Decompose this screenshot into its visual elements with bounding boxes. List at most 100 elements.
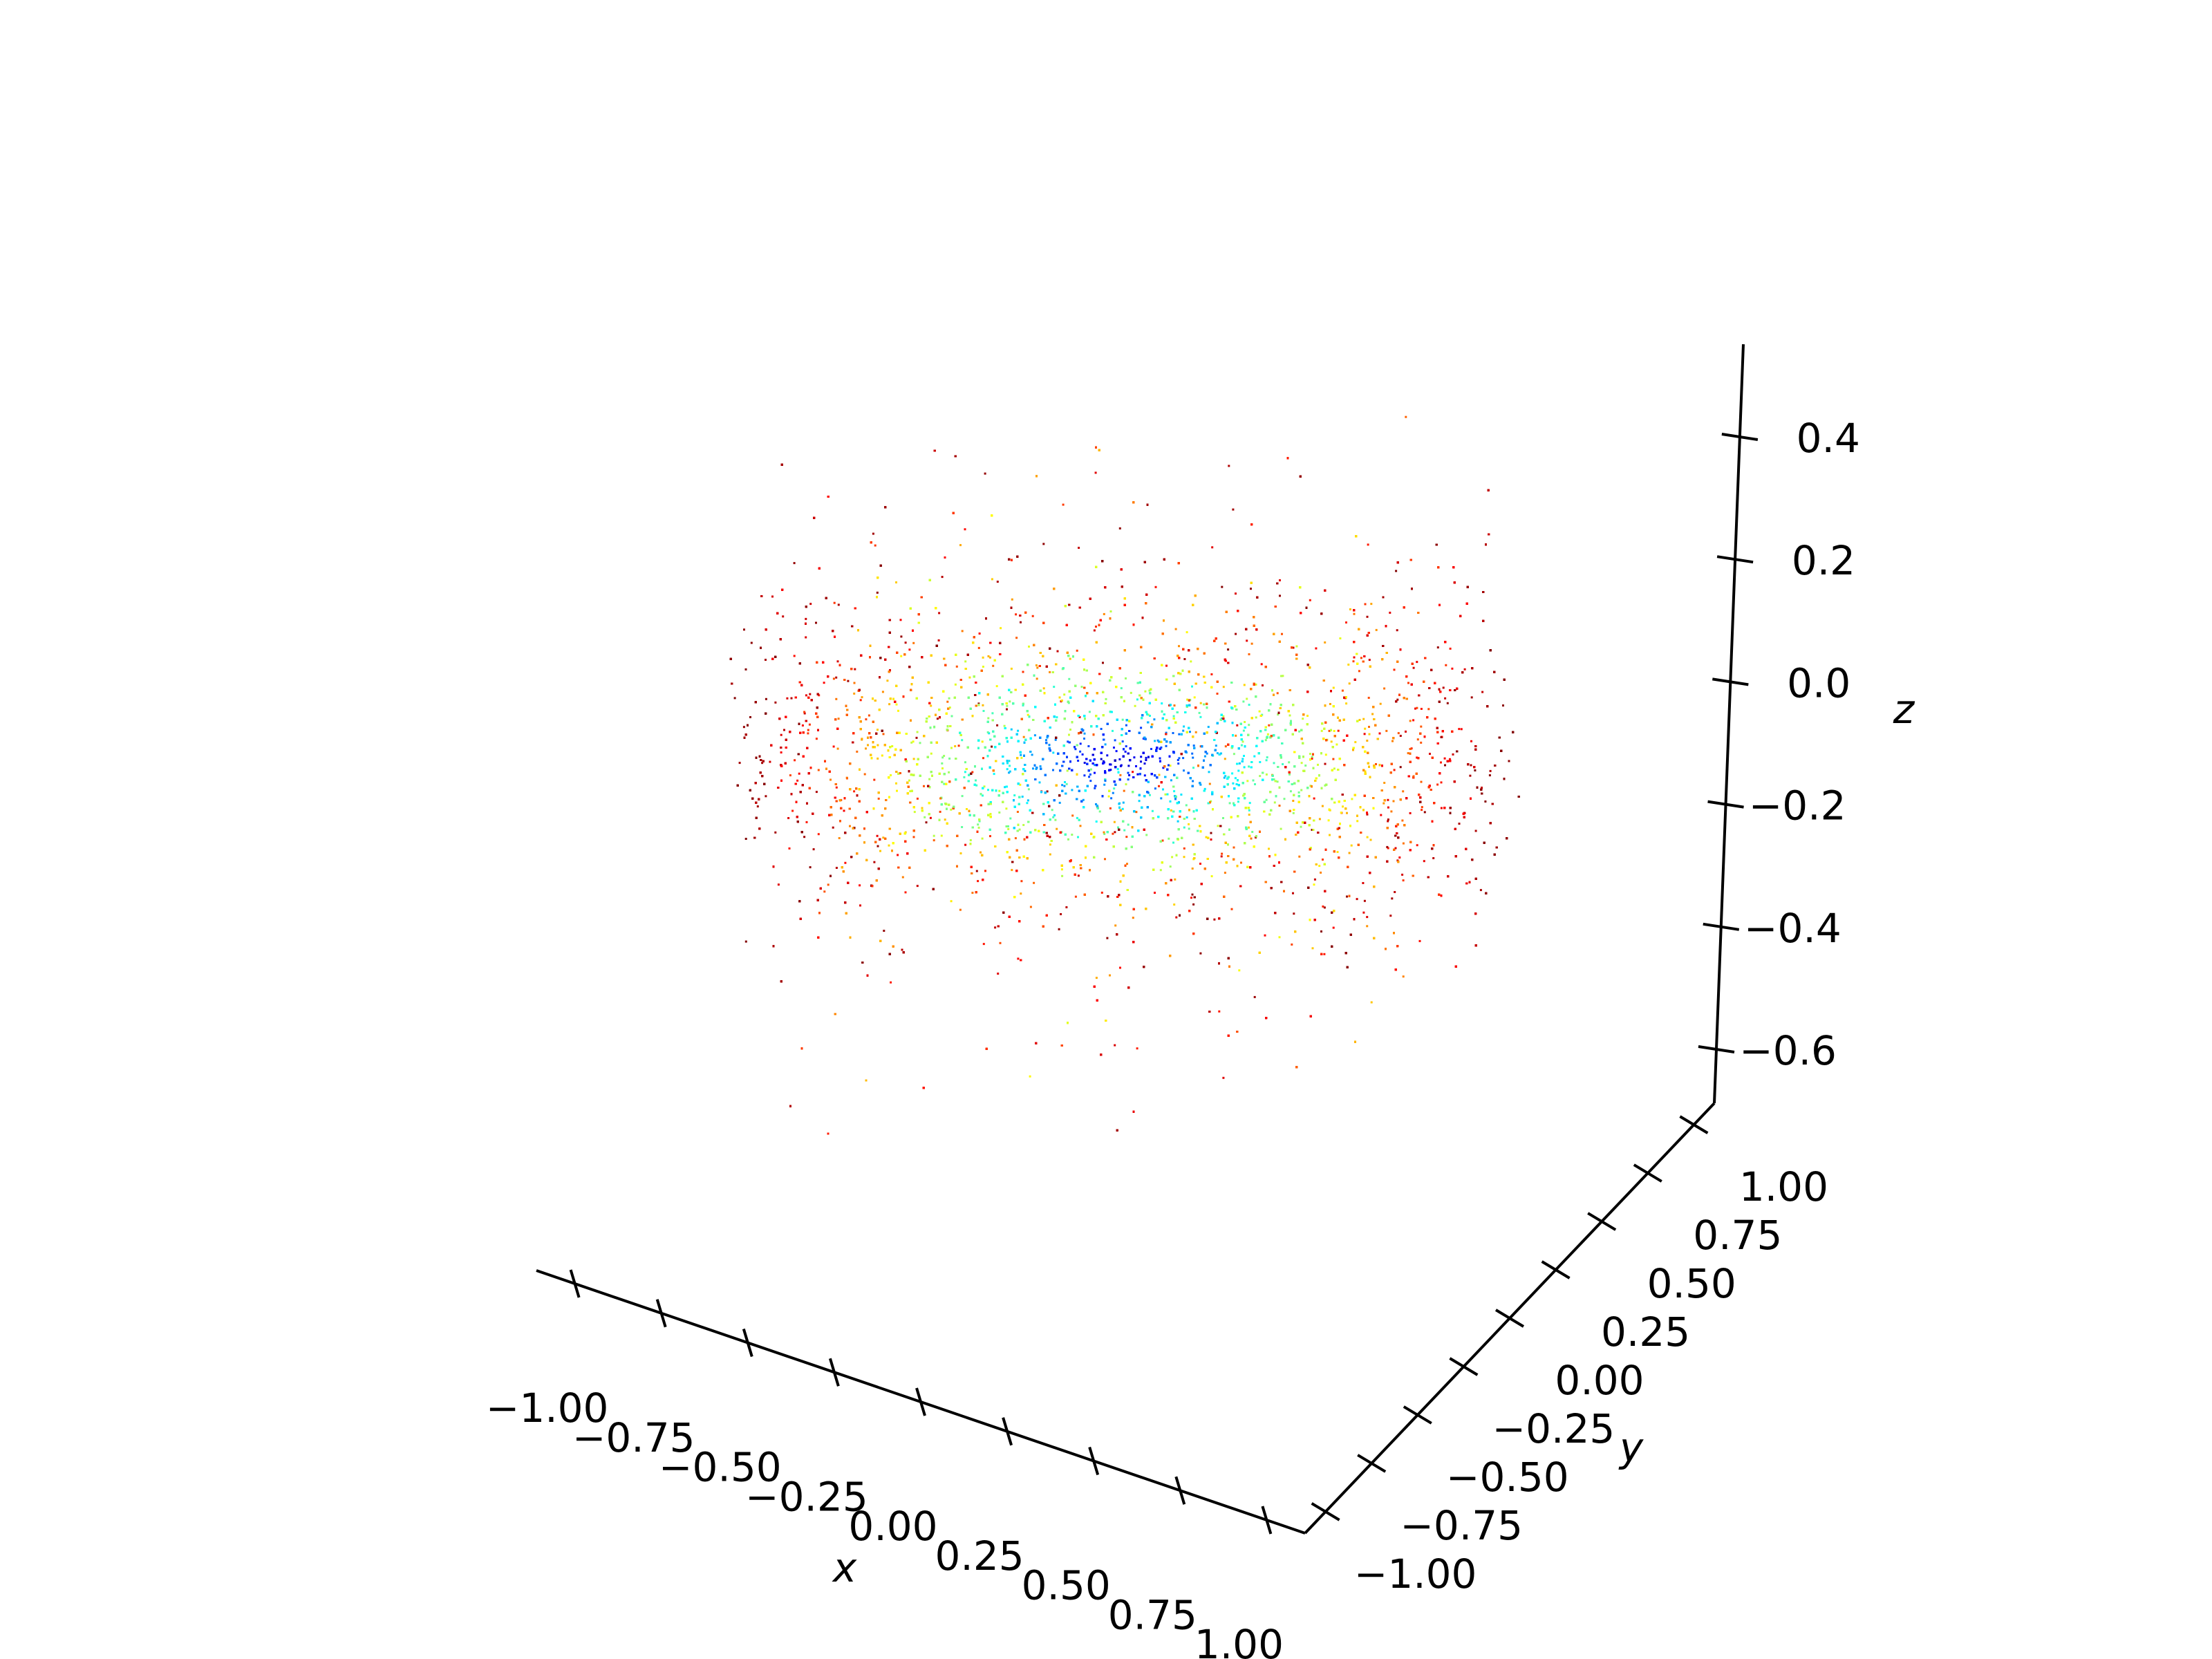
data-point xyxy=(1068,733,1070,736)
data-point xyxy=(1213,918,1216,921)
data-point xyxy=(1076,649,1078,652)
data-point xyxy=(1248,802,1251,805)
data-point xyxy=(832,677,835,680)
data-point xyxy=(877,757,879,760)
data-point xyxy=(913,811,916,814)
data-point xyxy=(964,528,966,531)
data-point xyxy=(1322,859,1324,861)
data-point xyxy=(1173,790,1176,793)
data-point xyxy=(1265,773,1268,776)
data-point xyxy=(964,771,966,774)
data-point xyxy=(1436,783,1439,786)
data-point xyxy=(1479,889,1482,892)
data-point xyxy=(1098,810,1101,813)
data-point xyxy=(1018,828,1021,831)
data-point xyxy=(1083,774,1086,777)
data-point xyxy=(1320,871,1322,874)
data-point xyxy=(1009,817,1012,820)
data-point xyxy=(1186,698,1189,701)
data-point xyxy=(997,973,1000,975)
data-point xyxy=(1192,780,1194,782)
data-point xyxy=(1420,741,1423,744)
data-point xyxy=(938,612,941,615)
data-point xyxy=(1366,740,1369,742)
data-point xyxy=(1222,715,1225,718)
data-point xyxy=(1234,777,1237,780)
data-point xyxy=(1460,728,1463,731)
data-point xyxy=(987,789,989,791)
data-point xyxy=(1216,752,1219,755)
data-point xyxy=(838,837,841,839)
data-point xyxy=(1052,816,1055,818)
data-point xyxy=(1192,756,1194,759)
data-point xyxy=(1093,629,1096,632)
data-point xyxy=(980,851,982,854)
data-point xyxy=(1188,827,1190,830)
data-point xyxy=(1255,836,1257,838)
data-point xyxy=(1321,805,1324,807)
data-point xyxy=(1056,716,1058,719)
data-point xyxy=(1054,818,1057,821)
data-point xyxy=(959,544,962,547)
data-point xyxy=(1020,756,1023,759)
data-point xyxy=(1058,801,1061,804)
data-point xyxy=(982,943,985,946)
data-point xyxy=(877,744,879,747)
data-point xyxy=(1292,812,1295,814)
data-point xyxy=(1300,789,1303,791)
data-point xyxy=(1126,863,1128,865)
data-point xyxy=(1017,729,1020,732)
data-point xyxy=(1281,632,1283,635)
data-point xyxy=(1156,739,1159,742)
data-point xyxy=(742,726,745,729)
data-point xyxy=(1327,819,1330,822)
data-point xyxy=(1045,739,1047,742)
data-point xyxy=(890,981,892,984)
data-point xyxy=(1224,745,1227,748)
data-point xyxy=(1140,727,1143,729)
data-point xyxy=(1103,831,1105,834)
data-point xyxy=(1227,648,1230,651)
data-point xyxy=(1166,793,1169,796)
data-point xyxy=(1076,816,1078,819)
data-point xyxy=(1241,740,1244,743)
data-point xyxy=(1364,727,1367,730)
data-point xyxy=(1322,905,1324,908)
data-point xyxy=(1352,660,1355,663)
data-point xyxy=(1220,855,1223,858)
data-point xyxy=(1317,763,1319,766)
data-point xyxy=(1224,775,1227,778)
data-point xyxy=(1053,814,1056,816)
data-point xyxy=(1210,673,1213,675)
data-point xyxy=(1358,670,1360,673)
data-point xyxy=(1136,698,1138,701)
data-point xyxy=(793,655,796,657)
data-point xyxy=(877,797,880,800)
data-point xyxy=(1107,795,1110,798)
data-point xyxy=(1311,947,1314,950)
data-point xyxy=(1366,615,1369,618)
data-point xyxy=(803,836,806,838)
data-point xyxy=(1470,740,1472,742)
data-point xyxy=(1165,731,1168,734)
data-point xyxy=(900,655,903,657)
data-point xyxy=(1035,664,1038,666)
data-point xyxy=(1387,847,1389,850)
data-point xyxy=(955,665,958,668)
data-point xyxy=(1079,750,1082,753)
data-point xyxy=(1188,823,1190,825)
data-point xyxy=(1014,837,1017,840)
data-point xyxy=(1145,834,1148,836)
data-point xyxy=(873,778,876,781)
data-point xyxy=(1264,739,1267,742)
data-point xyxy=(1127,778,1130,781)
data-point xyxy=(1451,667,1454,670)
data-point xyxy=(1058,928,1060,930)
data-point xyxy=(1250,642,1253,645)
data-point xyxy=(1253,995,1256,998)
data-point xyxy=(1104,858,1106,861)
data-point xyxy=(1149,794,1151,796)
data-point xyxy=(1088,711,1091,713)
data-point xyxy=(859,884,861,887)
data-point xyxy=(1224,758,1226,760)
